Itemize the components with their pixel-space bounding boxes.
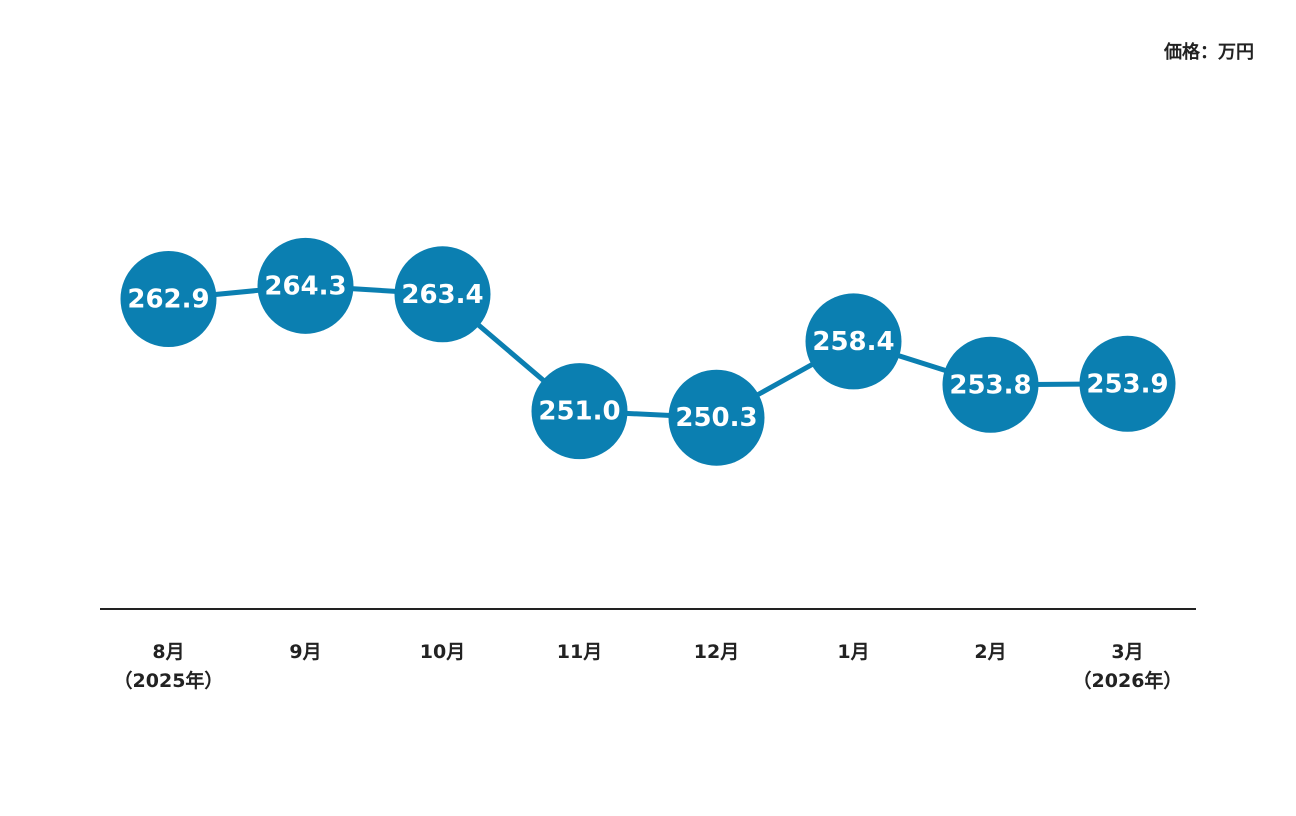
value-label: 263.4 <box>401 280 483 310</box>
x-tick-label: 12月 <box>693 641 740 663</box>
x-tick-label: 3月 （2026年） <box>1072 641 1183 692</box>
x-tick-label: 2月 <box>974 641 1007 663</box>
value-label: 264.3 <box>264 271 346 301</box>
x-tick-label: 9月 <box>289 641 322 663</box>
value-label: 253.9 <box>1086 369 1168 399</box>
value-label: 250.3 <box>675 403 757 433</box>
marker <box>120 251 217 348</box>
marker <box>394 246 491 343</box>
x-tick-label: 10月 <box>419 641 466 663</box>
marker <box>805 293 902 390</box>
value-label: 251.0 <box>538 397 620 427</box>
value-label: 258.4 <box>812 327 894 357</box>
x-tick-label: 8月 （2025年） <box>113 641 224 692</box>
value-label: 262.9 <box>127 285 209 315</box>
marker <box>668 369 765 466</box>
unit-note: 価格：万円 <box>1164 42 1254 63</box>
marker <box>531 363 628 460</box>
marker <box>942 336 1039 433</box>
marker <box>1079 335 1176 432</box>
x-tick-label: 1月 <box>837 641 870 663</box>
x-tick-label: 11月 <box>556 641 603 663</box>
marker <box>257 237 354 334</box>
value-label: 253.8 <box>949 370 1031 400</box>
